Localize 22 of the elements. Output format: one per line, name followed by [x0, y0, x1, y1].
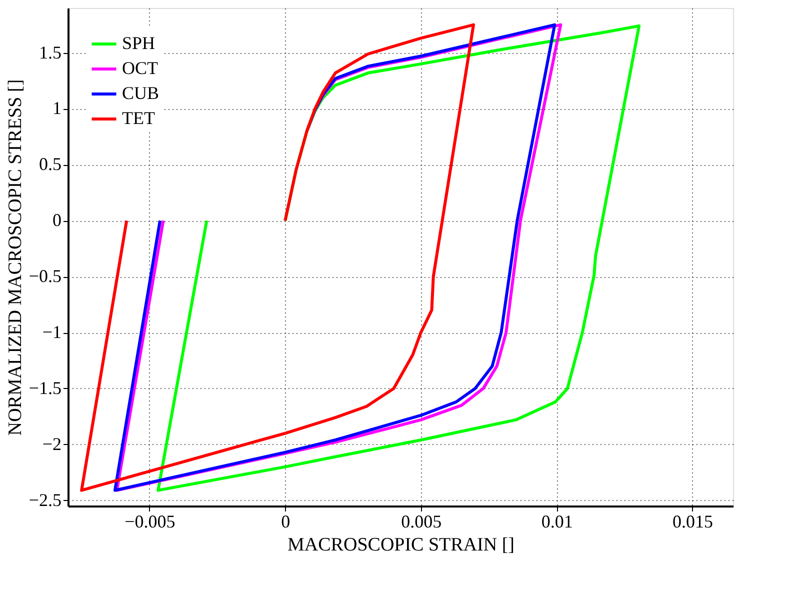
- x-axis-title: MACROSCOPIC STRAIN []: [288, 534, 514, 556]
- y-tick-label: 1: [52, 98, 62, 118]
- y-tick-label: −2: [42, 434, 62, 454]
- y-tick-label: −1: [42, 322, 62, 342]
- legend-label: TET: [122, 108, 155, 128]
- y-tick-label: 0.5: [39, 154, 62, 174]
- y-axis-title: NORMALIZED MACROSCOPIC STRESS []: [4, 79, 26, 436]
- y-tick-label: −0.5: [28, 266, 62, 286]
- legend-label: OCT: [122, 58, 158, 78]
- x-tick-label: 0.005: [401, 512, 442, 532]
- y-tick-label: −2.5: [28, 490, 62, 510]
- y-tick-label: 1.5: [39, 42, 62, 62]
- x-tick-label: 0.015: [672, 512, 714, 532]
- y-tick-label: 0: [52, 210, 62, 230]
- line-series: [156, 24, 641, 492]
- x-tick-label: 0.01: [541, 512, 573, 532]
- legend-label: CUB: [122, 83, 160, 103]
- x-tick-label: 0: [281, 512, 290, 532]
- x-tick-label: −0.005: [124, 512, 176, 532]
- y-tick-label: −1.5: [28, 378, 62, 398]
- legend-label: SPH: [122, 33, 156, 53]
- line-series: [80, 23, 476, 492]
